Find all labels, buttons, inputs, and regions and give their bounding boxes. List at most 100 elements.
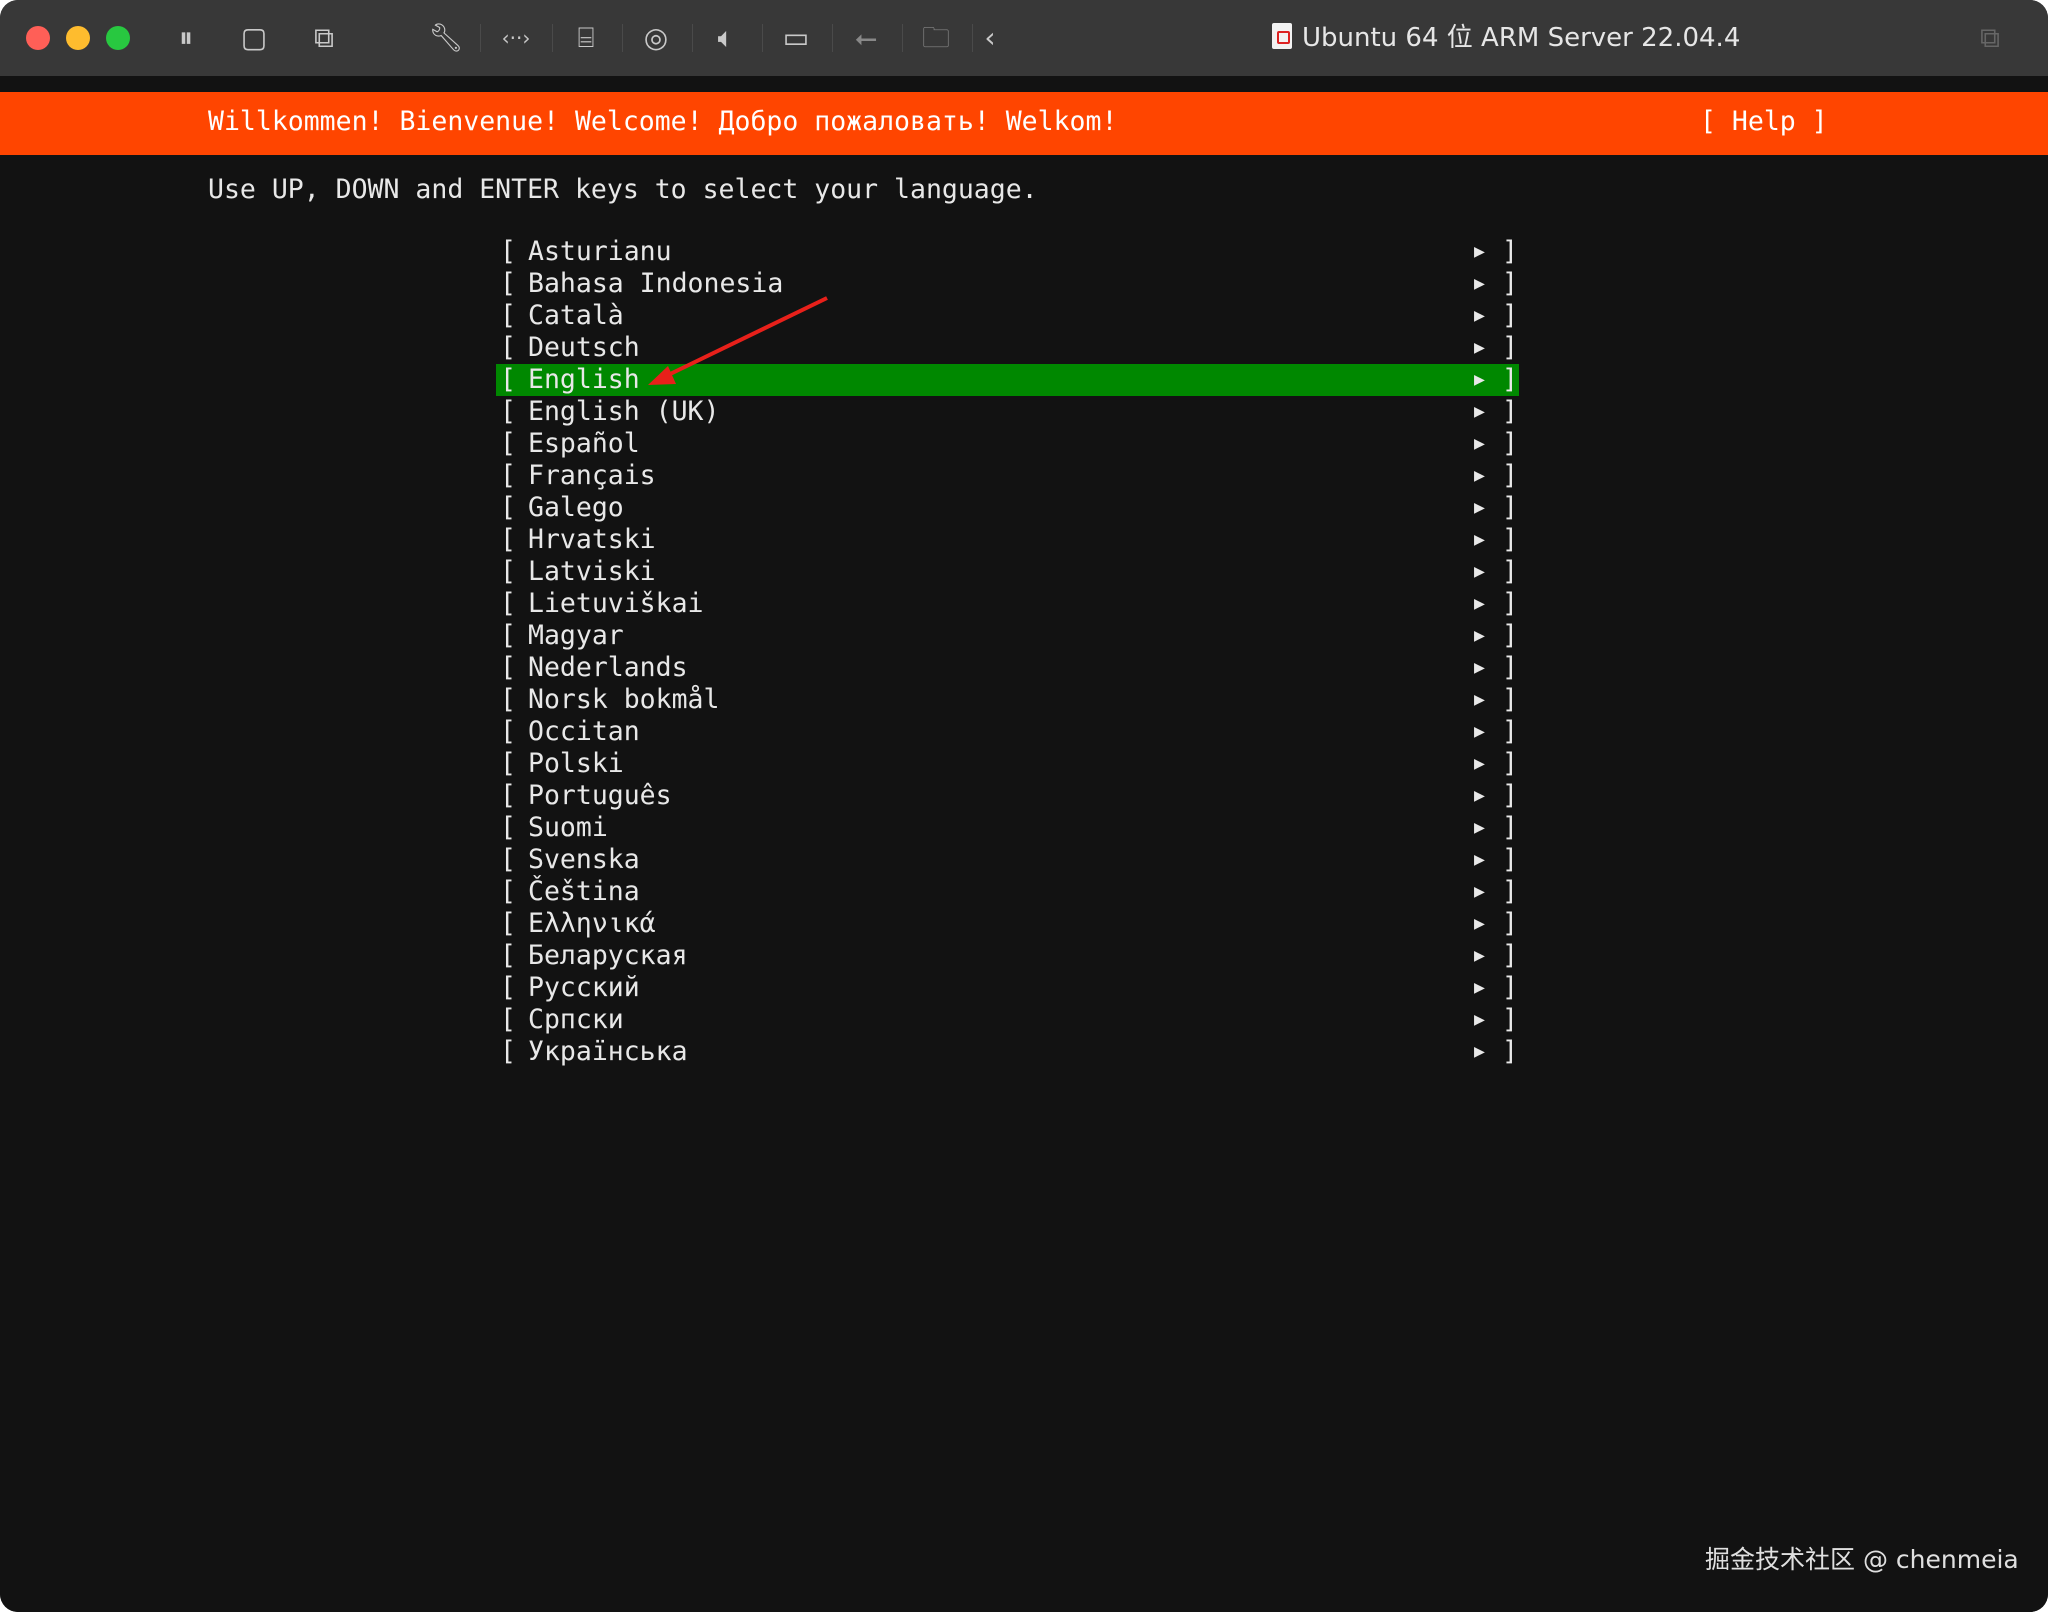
language-option[interactable]: [Ελληνικά ▶]: [496, 908, 1519, 940]
bracket-close: ]: [1502, 972, 1518, 1003]
language-option[interactable]: [ Deutsch ▶]: [496, 332, 1519, 364]
language-option[interactable]: [Беларуская ▶]: [496, 940, 1519, 972]
language-option[interactable]: [Svenska ▶]: [496, 844, 1519, 876]
language-option[interactable]: [English (UK) ▶]: [496, 396, 1519, 428]
language-option[interactable]: [Asturianu ▶]: [496, 236, 1519, 268]
bracket-close: ]: [1502, 460, 1518, 491]
language-option[interactable]: [English ▶]: [496, 364, 1519, 396]
language-option[interactable]: [Српски ▶]: [496, 1004, 1519, 1036]
submenu-arrow-icon: ▶: [1474, 721, 1485, 742]
bracket-close: ]: [1502, 684, 1518, 715]
language-option[interactable]: [Hrvatski ▶]: [496, 524, 1519, 556]
language-label: Ελληνικά: [528, 908, 656, 939]
language-label: Norsk bokmål: [528, 684, 720, 715]
window-switch-icon[interactable]: ⧉: [1980, 21, 2000, 54]
help-button[interactable]: [ Help ]: [1700, 106, 1828, 137]
zoom-button[interactable]: [106, 26, 130, 50]
submenu-arrow-icon: ▶: [1474, 625, 1485, 646]
language-option[interactable]: [Čeština ▶]: [496, 876, 1519, 908]
language-label: English (UK): [528, 396, 720, 427]
bracket-close: ]: [1502, 748, 1518, 779]
language-label: Galego: [528, 492, 624, 523]
shared-folder-icon[interactable]: 🗀: [921, 21, 950, 54]
language-option[interactable]: [Suomi ▶]: [496, 812, 1519, 844]
submenu-arrow-icon: ▶: [1474, 561, 1485, 582]
bracket-open: [: [500, 684, 516, 715]
window-title: Ubuntu 64 位 ARM Server 22.04.4: [1272, 20, 1740, 56]
submenu-arrow-icon: ▶: [1474, 497, 1485, 518]
bracket-close: ]: [1502, 236, 1518, 267]
snapshot-icon[interactable]: ⧉: [314, 21, 334, 54]
language-option[interactable]: [Українська ▶]: [496, 1036, 1519, 1068]
bracket-close: ]: [1502, 844, 1518, 875]
bracket-open: [: [500, 716, 516, 747]
language-option[interactable]: [Nederlands ▶]: [496, 652, 1519, 684]
instruction-text: Use UP, DOWN and ENTER keys to select yo…: [208, 174, 1038, 205]
language-label: Čeština: [528, 876, 640, 907]
language-option[interactable]: [Français ▶]: [496, 460, 1519, 492]
bracket-close: ]: [1502, 588, 1518, 619]
language-label: Nederlands: [528, 652, 688, 683]
bracket-open: [: [500, 332, 516, 363]
language-option[interactable]: [Occitan ▶]: [496, 716, 1519, 748]
bracket-close: ]: [1502, 364, 1518, 395]
network-icon[interactable]: ‹··›: [501, 26, 531, 50]
submenu-arrow-icon: ▶: [1474, 337, 1485, 358]
language-label: Deutsch: [528, 332, 640, 363]
bracket-close: ]: [1502, 492, 1518, 523]
language-label: Magyar: [528, 620, 624, 651]
window-title-text: Ubuntu 64 位 ARM Server 22.04.4: [1302, 23, 1741, 53]
language-option[interactable]: [Norsk bokmål ▶]: [496, 684, 1519, 716]
bracket-close: ]: [1502, 620, 1518, 651]
bracket-open: [: [500, 908, 516, 939]
disk-icon[interactable]: ⌸: [577, 21, 595, 54]
title-bar: ⏸ ▢ ⧉ 🔧︎ ‹··› ⌸ ◎ 🔈︎ ▭ ⭠ 🗀 ‹ Ubuntu 64 位…: [0, 0, 2048, 77]
language-option[interactable]: [Português ▶]: [496, 780, 1519, 812]
pause-icon[interactable]: ⏸: [178, 21, 193, 54]
banner-text: Willkommen! Bienvenue! Welcome! Добро по…: [208, 106, 1118, 137]
bracket-open: [: [500, 876, 516, 907]
bracket-open: [: [500, 428, 516, 459]
cd-icon[interactable]: ◎: [643, 21, 669, 54]
terminal-screen[interactable]: Willkommen! Bienvenue! Welcome! Добро по…: [0, 76, 2048, 1612]
language-label: Hrvatski: [528, 524, 656, 555]
language-label: Polski: [528, 748, 624, 779]
language-option[interactable]: [Bahasa Indonesia ▶]: [496, 268, 1519, 300]
language-label: Français: [528, 460, 656, 491]
language-option[interactable]: [Lietuviškai ▶]: [496, 588, 1519, 620]
bracket-close: ]: [1502, 1036, 1518, 1067]
language-option[interactable]: [Català ▶]: [496, 300, 1519, 332]
language-list: [Asturianu ▶] [Bahasa Indonesia ▶] [Català ▶]…: [496, 236, 1519, 1068]
bracket-close: ]: [1502, 556, 1518, 587]
language-option[interactable]: [Magyar ▶]: [496, 620, 1519, 652]
submenu-arrow-icon: ▶: [1474, 401, 1485, 422]
submenu-arrow-icon: ▶: [1474, 1009, 1485, 1030]
language-option[interactable]: [Polski ▶]: [496, 748, 1519, 780]
bracket-close: ]: [1502, 780, 1518, 811]
language-option[interactable]: [Español ▶]: [496, 428, 1519, 460]
close-button[interactable]: [26, 26, 50, 50]
vm-document-icon: [1272, 23, 1292, 49]
sound-icon[interactable]: 🔈︎: [717, 21, 735, 54]
wrench-icon[interactable]: 🔧︎: [428, 21, 464, 54]
minimize-button[interactable]: [66, 26, 90, 50]
usb-icon[interactable]: ⭠: [854, 21, 878, 54]
language-option[interactable]: [Русский ▶]: [496, 972, 1519, 1004]
bracket-close: ]: [1502, 332, 1518, 363]
bracket-open: [: [500, 652, 516, 683]
back-chevron-icon[interactable]: ‹: [984, 21, 996, 54]
language-option[interactable]: [Galego ▶]: [496, 492, 1519, 524]
submenu-arrow-icon: ▶: [1474, 657, 1485, 678]
submenu-arrow-icon: ▶: [1474, 753, 1485, 774]
bracket-open: [: [500, 1004, 516, 1035]
stop-icon[interactable]: ▢: [240, 21, 268, 54]
bracket-close: ]: [1502, 812, 1518, 843]
camera-icon[interactable]: ▭: [782, 21, 810, 54]
submenu-arrow-icon: ▶: [1474, 529, 1485, 550]
bracket-open: [: [500, 588, 516, 619]
language-label: Asturianu: [528, 236, 672, 267]
language-option[interactable]: [Latviski ▶]: [496, 556, 1519, 588]
submenu-arrow-icon: ▶: [1474, 785, 1485, 806]
language-label: Lietuviškai: [528, 588, 704, 619]
